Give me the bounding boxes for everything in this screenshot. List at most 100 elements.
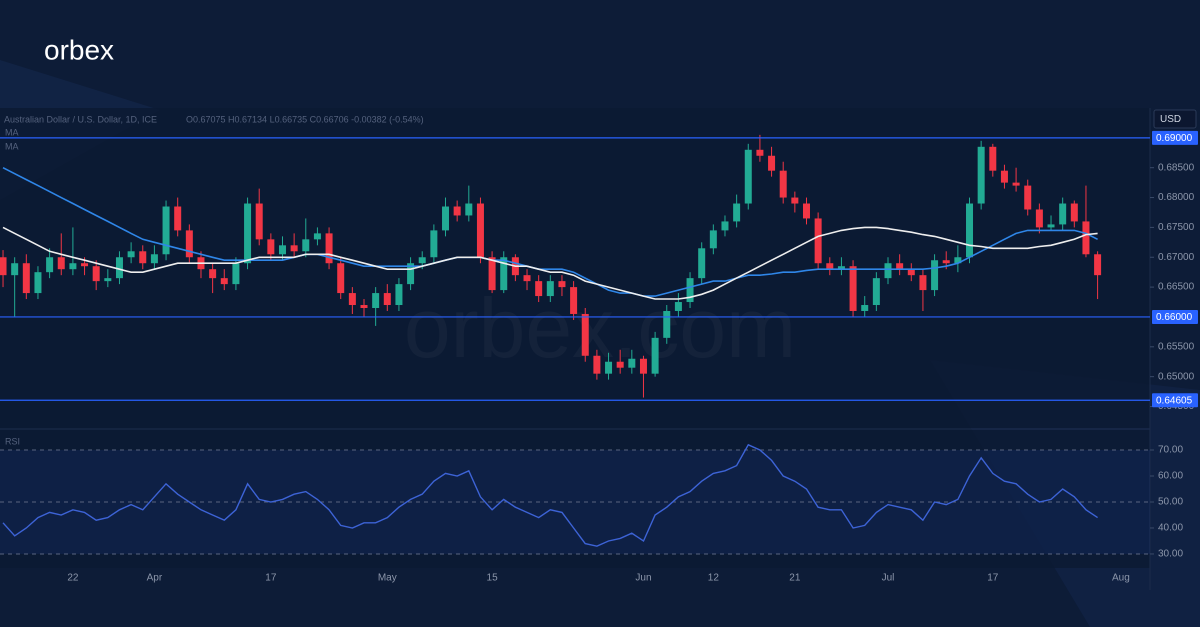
candle-body: [721, 221, 729, 231]
y-tick-label: 0.65000: [1158, 371, 1195, 382]
candle-body: [290, 245, 298, 252]
candle-body: [931, 260, 939, 291]
level-label: 0.64605: [1156, 395, 1193, 406]
rsi-title: RSI: [5, 436, 20, 446]
candle-body: [465, 203, 473, 216]
y-tick-label: 0.68500: [1158, 162, 1195, 173]
candle-body: [22, 263, 30, 294]
candle-body: [733, 203, 741, 222]
candle-body: [360, 305, 368, 308]
candle-body: [523, 275, 531, 282]
candle-body: [966, 203, 974, 258]
candle-body: [57, 257, 65, 270]
candle-body: [442, 206, 450, 231]
y-tick-label: 50.00: [1158, 497, 1183, 508]
candle-body: [849, 266, 857, 311]
candle-body: [0, 257, 7, 276]
currency-label: USD: [1160, 114, 1181, 125]
y-tick-label: 40.00: [1158, 523, 1183, 534]
candle-body: [872, 278, 880, 306]
level-tag: [1152, 309, 1198, 324]
candle-body: [302, 239, 310, 252]
candle-body: [313, 233, 321, 240]
logo: orbex: [44, 34, 114, 65]
line-series: [2, 226, 1098, 300]
y-tick-label: 0.65500: [1158, 341, 1195, 352]
candle-body: [1035, 209, 1043, 228]
candle-body: [11, 263, 19, 276]
line-series: [2, 166, 1098, 297]
candle-body: [605, 361, 613, 374]
candle-body: [919, 275, 927, 291]
candle-body: [407, 263, 415, 285]
candle-body: [232, 263, 240, 285]
symbol-title: Australian Dollar / U.S. Dollar, 1D, ICE: [4, 114, 157, 124]
candle-body: [255, 203, 263, 240]
ohlc-info: O0.67075 H0.67134 L0.66735 C0.66706 -0.0…: [186, 114, 424, 124]
candle-body: [325, 233, 333, 264]
candle-body: [674, 302, 682, 311]
y-tick-label: 0.67500: [1158, 222, 1195, 233]
candle-body: [593, 355, 601, 374]
candle-body: [709, 230, 717, 249]
x-tick-label: 21: [789, 573, 801, 584]
candle-body: [837, 266, 845, 270]
line-series: [2, 443, 1098, 547]
candle-body: [861, 305, 869, 311]
candle-body: [220, 278, 228, 285]
candle-body: [802, 203, 810, 219]
legend-entry: MA: [5, 141, 19, 151]
candle-body: [34, 272, 42, 294]
x-tick-label: 17: [987, 573, 999, 584]
y-tick-label: 70.00: [1158, 445, 1183, 456]
candle-body: [174, 206, 182, 231]
candle-body: [884, 263, 892, 279]
candle-body: [395, 284, 403, 306]
candle-body: [104, 278, 112, 282]
candle-body: [616, 361, 624, 368]
candle-body: [558, 281, 566, 288]
x-tick-label: 17: [265, 573, 277, 584]
candle-body: [372, 293, 380, 308]
candle-body: [348, 293, 356, 306]
level-label: 0.66000: [1156, 312, 1193, 323]
candle-body: [185, 230, 193, 258]
candle-body: [686, 278, 694, 303]
candle-body: [430, 230, 438, 258]
x-tick-label: Aug: [1112, 573, 1130, 584]
candle-body: [546, 281, 554, 297]
candle-body: [756, 149, 764, 156]
candle-body: [535, 281, 543, 297]
x-tick-label: May: [378, 573, 397, 584]
legend-entry: MA: [5, 127, 19, 137]
candle-body: [907, 269, 915, 276]
y-tick-label: 0.68000: [1158, 192, 1195, 203]
y-tick-label: 60.00: [1158, 471, 1183, 482]
candle-body: [570, 287, 578, 314]
x-tick-label: 15: [487, 573, 499, 584]
candle-body: [1024, 185, 1032, 210]
candle-body: [476, 203, 484, 258]
candle-body: [46, 257, 54, 273]
candle-body: [1000, 170, 1008, 183]
x-tick-label: Jun: [635, 573, 651, 584]
candle-body: [244, 203, 252, 264]
y-tick-label: 30.00: [1158, 549, 1183, 560]
candle-body: [1082, 221, 1090, 255]
candle-body: [139, 251, 147, 264]
candle-body: [1094, 254, 1102, 276]
candle-body: [791, 197, 799, 204]
candle-body: [150, 254, 158, 264]
candle-body: [115, 257, 123, 279]
candle-body: [267, 239, 275, 255]
rsi-band: [0, 450, 1150, 554]
candle-body: [81, 263, 89, 267]
candle-body: [453, 206, 461, 216]
candle-body: [896, 263, 904, 270]
candle-body: [278, 245, 286, 255]
price-panel: [0, 108, 1150, 428]
candle-body: [69, 263, 77, 270]
candle-body: [977, 146, 985, 204]
